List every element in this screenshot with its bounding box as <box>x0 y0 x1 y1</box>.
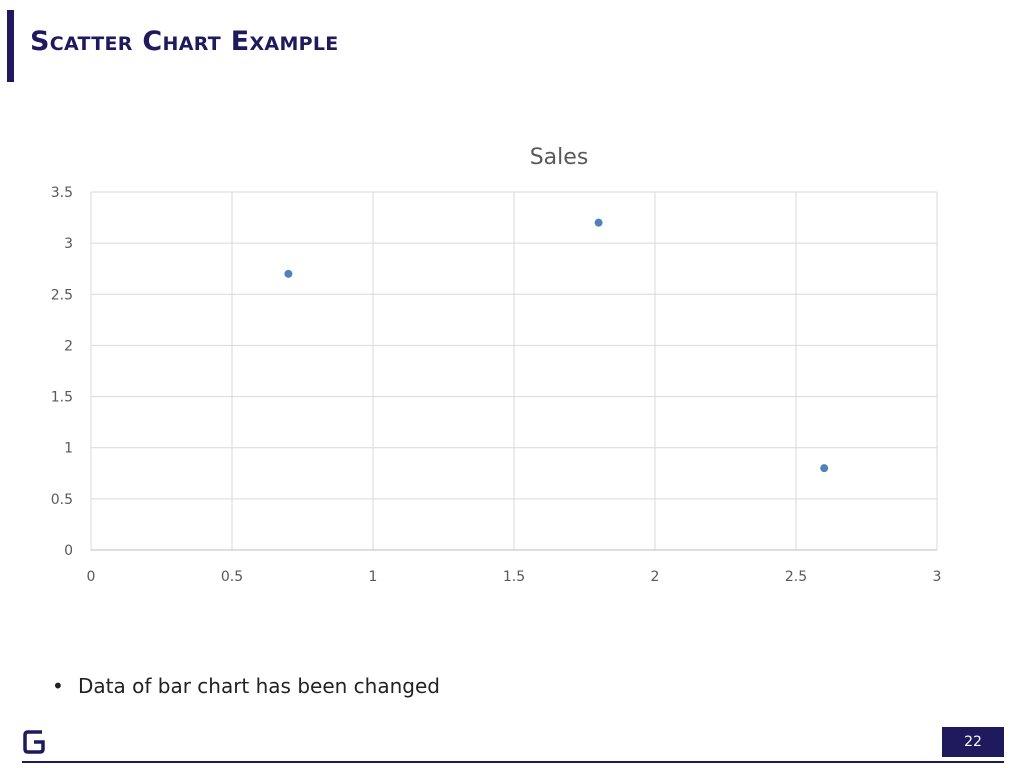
bullet-symbol: • <box>52 674 64 698</box>
y-tick-label: 1.5 <box>51 390 73 406</box>
chart-axes <box>90 192 937 551</box>
x-tick-label: 1.5 <box>503 569 525 585</box>
y-tick-label: 3 <box>64 236 73 252</box>
scatter-point <box>284 269 293 278</box>
chart-tick-labels: 0 0.5 1 1.5 2 2.5 3 3.5 0 0.5 1 1.5 2 2.5 3 <box>51 185 942 585</box>
y-tick-label: 0 <box>64 543 73 559</box>
footer-divider <box>22 761 1004 763</box>
y-tick-label: 1 <box>64 441 73 457</box>
x-tick-label: 3 <box>933 569 942 585</box>
x-tick-label: 0 <box>87 569 96 585</box>
bullet-item: • Data of bar chart has been changed <box>52 674 440 698</box>
y-tick-label: 0.5 <box>51 492 73 508</box>
page-number-badge: 22 <box>942 727 1004 757</box>
chart-gridlines <box>91 191 938 550</box>
x-tick-label: 1 <box>369 569 378 585</box>
x-tick-label: 2 <box>651 569 660 585</box>
title-accent-bar <box>7 10 14 82</box>
scatter-chart: Sales 0 0.5 1 1.5 2 2.5 3 3.5 0 0.5 1 1.5 2 2.5 3 <box>51 145 942 585</box>
y-tick-label: 2.5 <box>51 287 73 303</box>
y-tick-label: 2 <box>64 338 73 354</box>
x-tick-label: 0.5 <box>221 569 243 585</box>
bullet-text: Data of bar chart has been changed <box>78 674 440 698</box>
chart-data-points <box>284 218 829 473</box>
chart-title: Sales <box>530 145 589 170</box>
x-tick-label: 2.5 <box>785 569 807 585</box>
scatter-point <box>820 464 829 473</box>
y-tick-label: 3.5 <box>51 185 73 201</box>
g-logo-icon <box>23 730 45 754</box>
scatter-point <box>594 218 603 227</box>
slide-title: Scatter Chart Example <box>30 26 339 57</box>
